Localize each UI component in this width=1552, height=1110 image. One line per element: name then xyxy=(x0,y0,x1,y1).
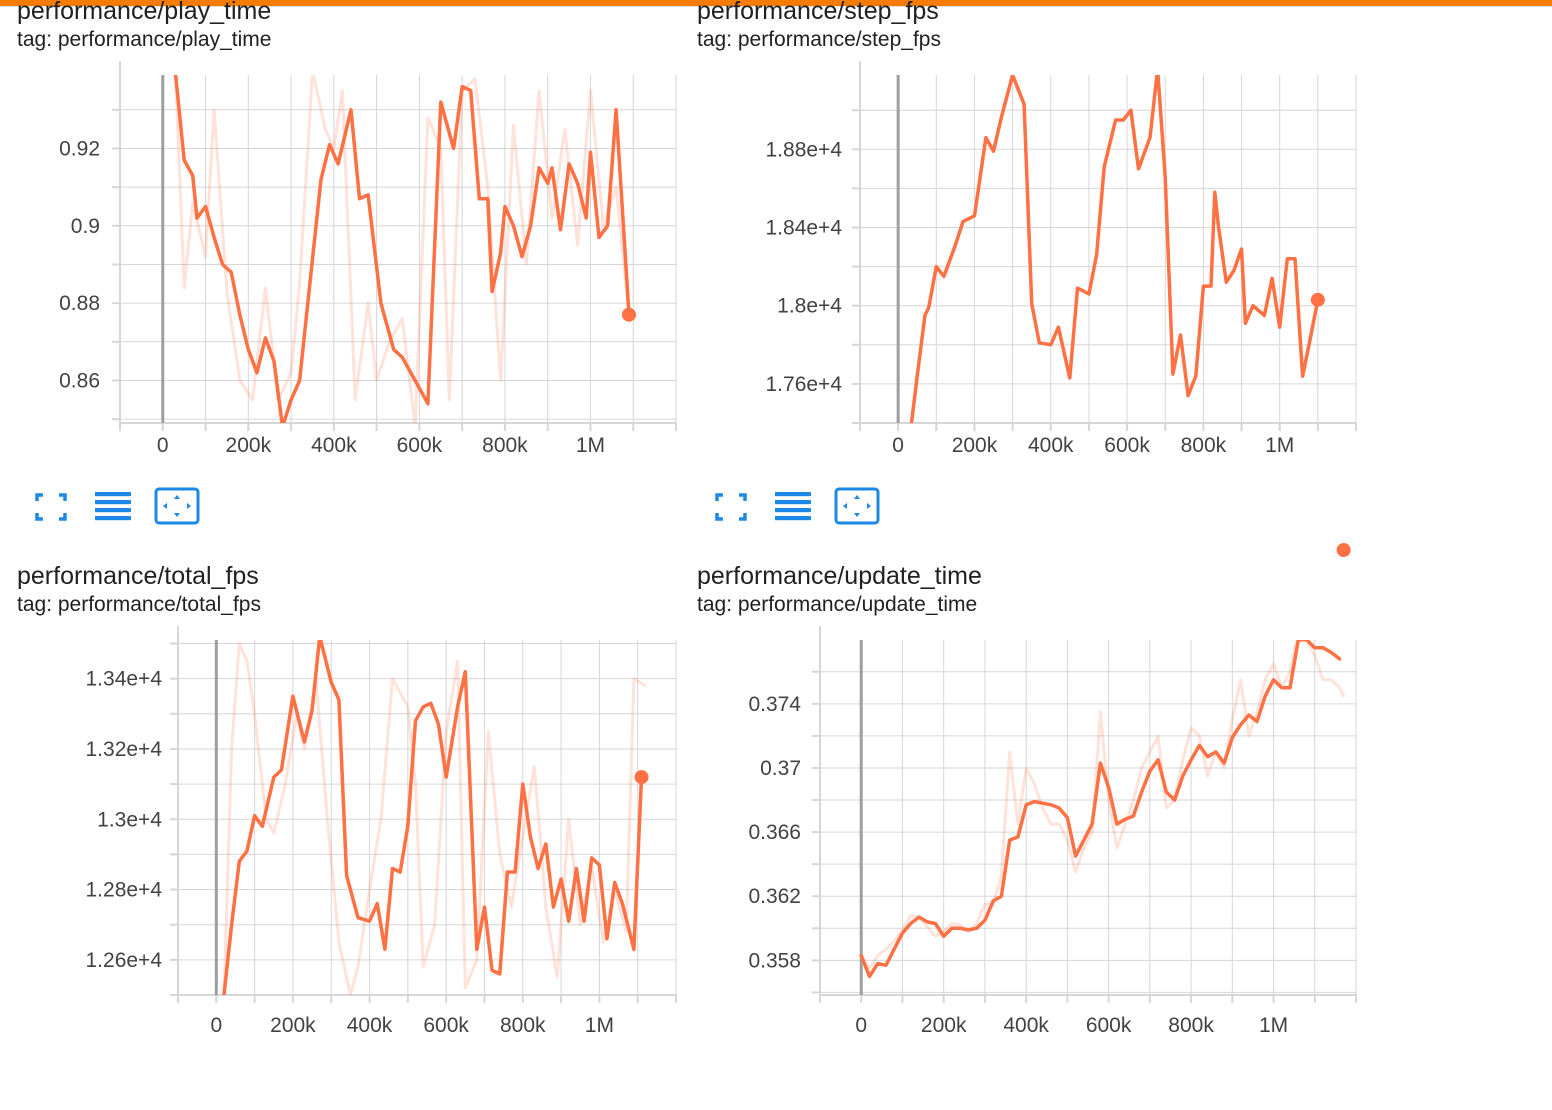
raw-series-line xyxy=(174,75,631,423)
raw-series-line xyxy=(222,642,647,995)
fit-domain-icon xyxy=(154,487,200,525)
y-tick-label: 0.88 xyxy=(59,292,100,315)
x-tick-label: 800k xyxy=(1181,434,1227,457)
card-tag: tag: performance/total_fps xyxy=(17,593,261,616)
last-point-marker xyxy=(621,307,636,322)
x-tick-label: 800k xyxy=(482,434,528,457)
x-tick-label: 600k xyxy=(423,1014,469,1037)
y-tick-label: 1.3e+4 xyxy=(97,808,162,831)
card-tag: tag: performance/play_time xyxy=(17,28,272,51)
fit-domain-button[interactable] xyxy=(154,487,200,527)
x-tick-label: 400k xyxy=(1003,1014,1049,1037)
smoothed-series-line xyxy=(859,640,1342,979)
y-tick-label: 0.358 xyxy=(748,949,801,972)
x-tick-label: 1M xyxy=(576,434,605,457)
y-tick-label: 0.374 xyxy=(748,693,801,716)
x-tick-label: 0 xyxy=(892,434,904,457)
grid xyxy=(112,61,677,431)
card-title: performance/play_time xyxy=(17,0,272,25)
smoothed-series-line xyxy=(173,75,631,423)
card-title: performance/update_time xyxy=(697,562,982,590)
y-tick-label: 0.366 xyxy=(748,821,801,844)
fit-domain-icon xyxy=(834,487,880,525)
x-tick-label: 0 xyxy=(210,1014,222,1037)
chart-card-total-fps: performance/total_fps tag: performance/t… xyxy=(0,550,680,1110)
card-title: performance/total_fps xyxy=(17,562,259,590)
x-tick-label: 600k xyxy=(1104,434,1150,457)
chart-card-update-time: performance/update_time tag: performance… xyxy=(680,543,1360,1110)
last-point-marker xyxy=(1336,543,1351,557)
top-accent-bar xyxy=(0,0,1552,7)
x-tick-label: 200k xyxy=(921,1014,967,1037)
x-tick-label: 1M xyxy=(585,1014,614,1037)
y-tick-label: 1.8e+4 xyxy=(777,295,842,318)
chart-card-play-time: performance/play_time tag: performance/p… xyxy=(0,0,680,545)
y-tick-label: 0.37 xyxy=(760,757,801,780)
line-chart[interactable]: 0 200k 400k 600k 800k 1M 0.358 0.362 0.366 0.37 0.… xyxy=(680,543,1360,1050)
y-tick-label: 0.86 xyxy=(59,369,100,392)
line-chart[interactable]: 0 200k 400k 600k 800k 1M 1.76e+4 1.8e+4 1.84e+4 1… xyxy=(680,0,1360,485)
line-chart[interactable]: 0 200k 400k 600k 800k 1M 1.26e+4 1.28e+4 1.3e+4 1… xyxy=(0,550,680,1050)
y-tick-label: 1.76e+4 xyxy=(766,373,843,396)
y-tick-label: 0.92 xyxy=(59,137,100,160)
grid xyxy=(852,61,1357,431)
x-tick-label: 600k xyxy=(397,434,443,457)
y-tick-label: 0.362 xyxy=(748,885,801,908)
x-tick-label: 1M xyxy=(1259,1014,1288,1037)
log-scale-icon xyxy=(95,492,131,521)
card-tag: tag: performance/update_time xyxy=(697,593,978,616)
x-tick-label: 200k xyxy=(270,1014,316,1037)
last-point-marker xyxy=(634,770,649,785)
x-tick-label: 400k xyxy=(1028,434,1074,457)
smoothed-series-line xyxy=(222,640,644,995)
last-point-marker xyxy=(1310,292,1325,307)
fullscreen-icon xyxy=(35,493,67,521)
x-tick-label: 0 xyxy=(855,1014,867,1037)
card-tag: tag: performance/step_fps xyxy=(697,28,941,51)
log-scale-icon xyxy=(775,492,811,521)
line-chart[interactable]: 0 200k 400k 600k 800k 1M 0.86 0.88 0.9 0.92 xyxy=(0,0,680,485)
smoothed-series-line xyxy=(909,75,1320,423)
fit-domain-button[interactable] xyxy=(834,487,880,527)
log-scale-button[interactable] xyxy=(770,487,816,527)
x-tick-label: 400k xyxy=(311,434,357,457)
x-tick-label: 200k xyxy=(952,434,998,457)
y-tick-label: 0.9 xyxy=(71,215,100,238)
x-tick-label: 200k xyxy=(226,434,272,457)
fullscreen-button[interactable] xyxy=(708,487,754,527)
x-tick-label: 400k xyxy=(347,1014,393,1037)
x-tick-label: 800k xyxy=(500,1014,546,1037)
x-tick-label: 800k xyxy=(1168,1014,1214,1037)
x-tick-label: 0 xyxy=(157,434,169,457)
x-tick-label: 1M xyxy=(1265,434,1294,457)
y-tick-label: 1.84e+4 xyxy=(766,216,843,239)
y-tick-label: 1.28e+4 xyxy=(86,879,163,902)
y-tick-label: 1.32e+4 xyxy=(86,738,163,761)
series-group xyxy=(909,75,1320,423)
log-scale-button[interactable] xyxy=(90,487,136,527)
x-tick-label: 600k xyxy=(1086,1014,1132,1037)
series-group xyxy=(173,75,631,423)
series-group xyxy=(222,640,647,995)
chart-card-step-fps: performance/step_fps tag: performance/st… xyxy=(680,0,1360,545)
fullscreen-button[interactable] xyxy=(28,487,74,527)
grid xyxy=(170,626,677,1003)
series-group xyxy=(859,640,1346,979)
y-tick-label: 1.26e+4 xyxy=(86,949,163,972)
y-tick-label: 1.88e+4 xyxy=(766,138,843,161)
fullscreen-icon xyxy=(715,493,747,521)
card-title: performance/step_fps xyxy=(697,0,939,25)
y-tick-label: 1.34e+4 xyxy=(86,668,163,691)
